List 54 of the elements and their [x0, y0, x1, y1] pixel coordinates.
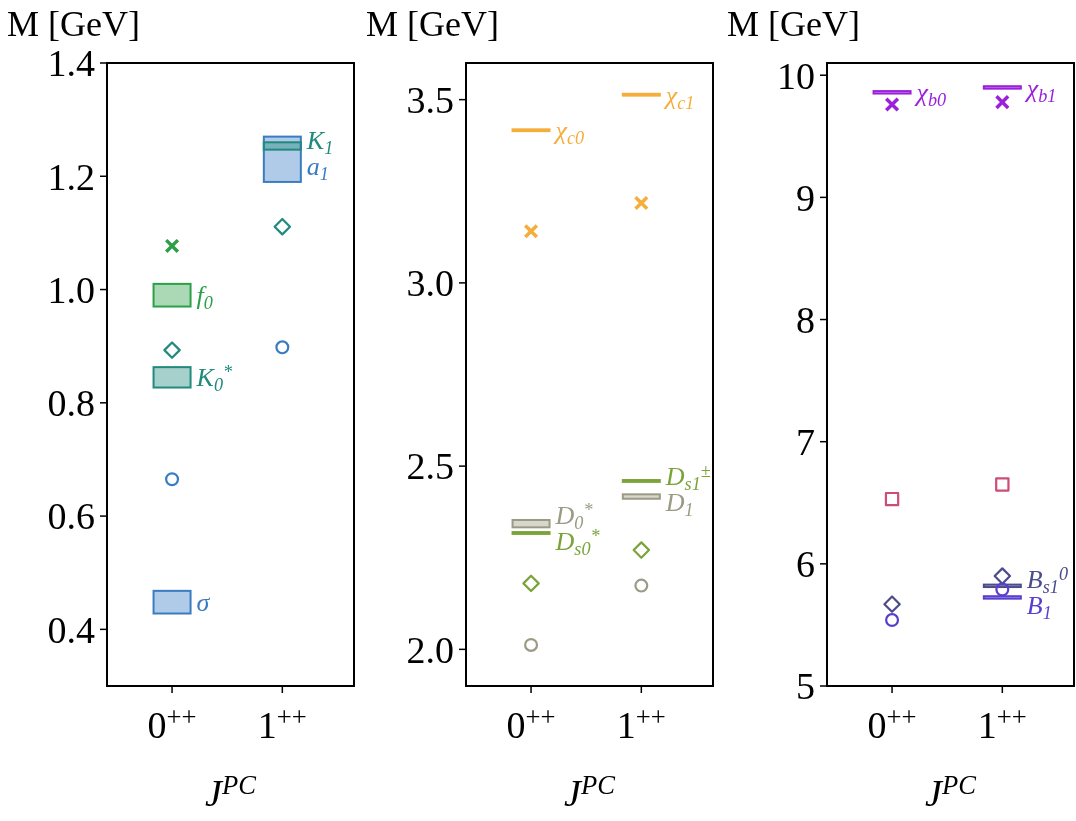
x-tick-label: 0$^{++}$: [147, 701, 197, 746]
point: [883, 595, 901, 613]
point: [884, 491, 900, 507]
y-tick-label: 10: [777, 54, 815, 97]
series-label: K$_{1}$: [305, 125, 334, 159]
y-tick-label: 1.4: [47, 42, 95, 85]
point: [995, 582, 1010, 597]
point: [633, 195, 649, 211]
y-tick-label: 0.8: [47, 382, 95, 425]
x-axis-title: J$^{PC}$: [925, 769, 977, 814]
x-tick-label: 1$^{++}$: [257, 701, 307, 746]
point: [884, 96, 900, 113]
series-label: χ$_{c1}$: [662, 80, 695, 114]
point: [993, 567, 1012, 585]
y-tick-label: 8: [796, 298, 815, 341]
y-tick-label: 5: [796, 665, 815, 708]
point: [524, 637, 539, 652]
y-tick-label: 7: [796, 420, 815, 463]
y-tick-label: 6: [796, 543, 815, 586]
x-axis-title: J$^{PC}$: [205, 769, 257, 814]
x-tick-label: 1$^{++}$: [616, 701, 666, 746]
series-label: χ$_{c0}$: [552, 116, 585, 149]
y-tick-label: 0.4: [47, 608, 95, 651]
series-label: σ: [196, 588, 211, 618]
y-axis-title: M [GeV]: [727, 4, 860, 44]
y-tick-label: 9: [796, 176, 815, 219]
point: [164, 238, 180, 254]
x-axis-title: J$^{PC}$: [564, 769, 616, 814]
y-axis-title: M [GeV]: [366, 4, 499, 44]
y-tick-label: 0.6: [47, 495, 95, 538]
point: [163, 341, 181, 359]
point: [273, 217, 292, 236]
series-label: χ$_{b0}$: [913, 78, 947, 111]
point: [885, 613, 900, 628]
point: [634, 578, 649, 593]
point: [522, 574, 540, 593]
point: [632, 541, 651, 559]
x-tick-label: 0$^{++}$: [867, 701, 917, 746]
x-tick-label: 0$^{++}$: [506, 701, 556, 746]
point: [275, 340, 290, 355]
series-label: f$_{0}$: [196, 281, 213, 314]
y-tick-label: 3.5: [406, 78, 454, 121]
y-tick-label: 1.0: [47, 268, 95, 311]
y-tick-label: 2.5: [406, 445, 454, 488]
point: [994, 94, 1010, 110]
y-tick-label: 3.0: [406, 262, 454, 305]
y-tick-label: 2.0: [406, 628, 454, 671]
series-label: χ$_{b1}$: [1023, 73, 1057, 106]
y-tick-label: 1.2: [47, 155, 95, 198]
y-axis-title: M [GeV]: [7, 4, 140, 44]
x-tick-label: 1$^{++}$: [977, 701, 1027, 746]
point: [995, 477, 1010, 492]
point: [523, 223, 539, 239]
point: [165, 472, 180, 487]
